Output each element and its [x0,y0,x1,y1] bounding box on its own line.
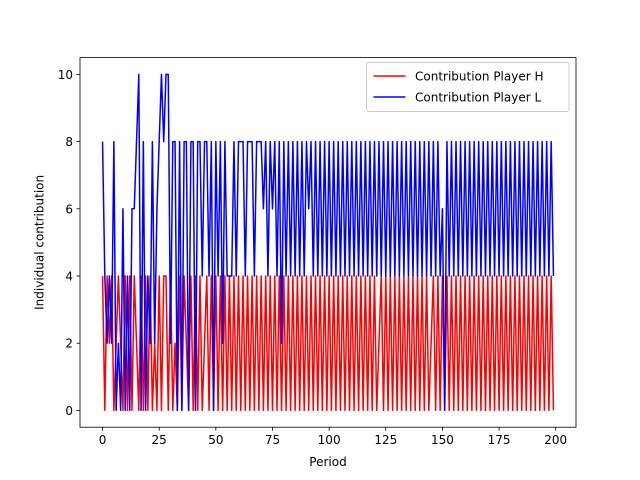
x-tick-label: 200 [544,433,567,447]
x-axis-label: Period [309,455,346,469]
legend: Contribution Player H Contribution Playe… [366,62,570,112]
x-tick-label: 50 [208,433,223,447]
y-tick-label: 0 [65,404,73,418]
x-tick-label: 25 [152,433,167,447]
axes-frame [79,57,577,428]
legend-box [366,62,570,112]
y-tick-label: 6 [65,202,73,216]
y-axis-label: Individual contribution [33,175,47,310]
x-tick-label: 175 [488,433,511,447]
y-tick-label: 10 [58,68,73,82]
x-axis-ticks: 0 25 50 75 100 125 150 175 200 [99,427,567,447]
y-tick-label: 8 [65,135,73,149]
series-layer [101,73,555,412]
legend-label-player-h: Contribution Player H [415,70,544,84]
x-tick-label: 75 [265,433,280,447]
x-tick-label: 100 [318,433,341,447]
y-tick-label: 4 [65,270,73,284]
legend-label-player-l: Contribution Player L [415,91,541,105]
x-tick-label: 150 [431,433,454,447]
y-axis-ticks: 0 2 4 6 8 10 [58,68,80,418]
plot-area [79,57,577,428]
x-tick-label: 125 [374,433,397,447]
series-line-player-l [101,73,555,412]
x-tick-label: 0 [99,433,107,447]
y-tick-label: 2 [65,337,73,351]
